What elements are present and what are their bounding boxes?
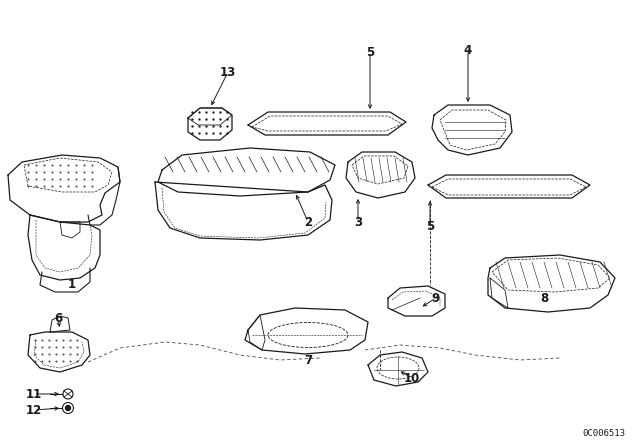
Text: 4: 4 [464,43,472,56]
Text: 0C006513: 0C006513 [582,429,625,438]
Text: 11: 11 [26,388,42,401]
Text: 5: 5 [426,220,434,233]
Text: 2: 2 [304,215,312,228]
Text: 13: 13 [220,65,236,78]
Text: 9: 9 [432,292,440,305]
Circle shape [65,405,70,410]
Text: 10: 10 [404,371,420,384]
Text: 3: 3 [354,215,362,228]
Text: 6: 6 [54,311,62,324]
Text: 12: 12 [26,404,42,417]
Text: 7: 7 [304,353,312,366]
Text: 5: 5 [366,46,374,59]
Text: 1: 1 [68,277,76,290]
Text: 8: 8 [540,292,548,305]
